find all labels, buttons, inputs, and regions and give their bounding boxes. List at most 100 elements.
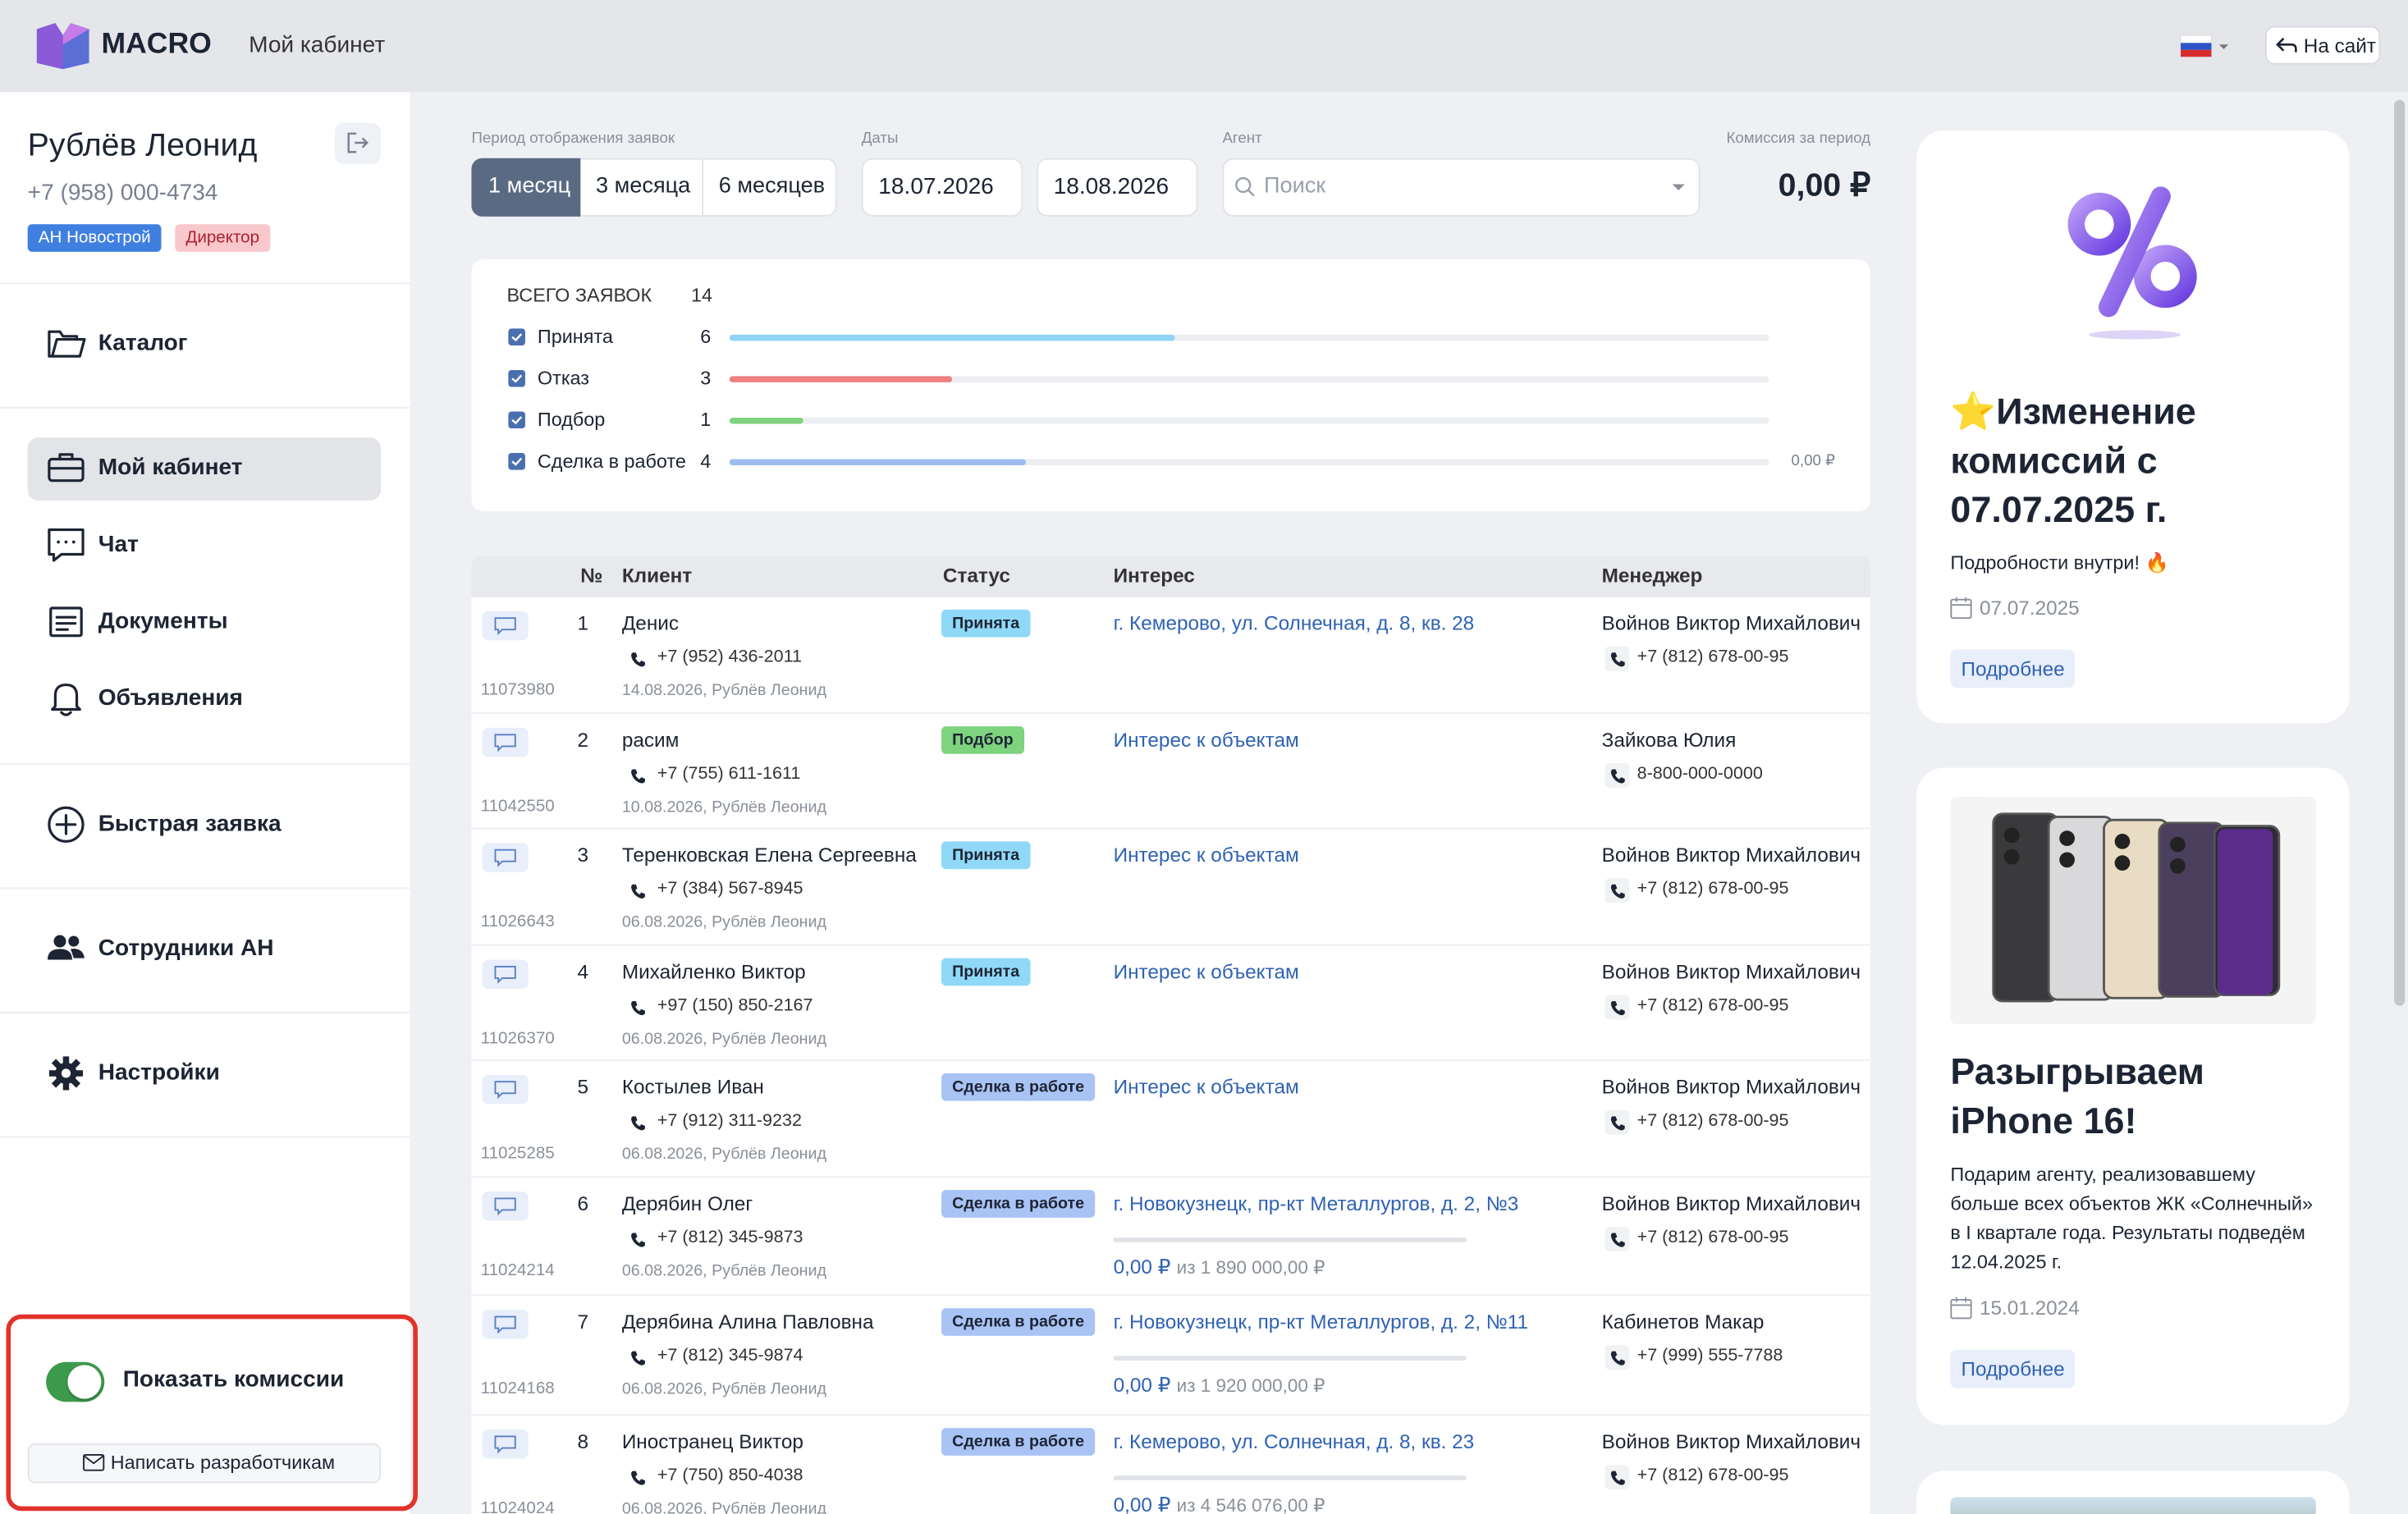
date-to: 18.08.2026: [1053, 173, 1170, 200]
period-active[interactable]: [471, 158, 581, 217]
interest-link[interactable]: Интерес к объектам: [1113, 727, 1299, 751]
chat-button[interactable]: [482, 843, 529, 872]
nav-item[interactable]: Быстрая заявка: [98, 810, 282, 837]
icon-part: [48, 457, 85, 483]
phone-icon: [631, 1116, 645, 1131]
period-option[interactable]: 3 месяца: [596, 174, 691, 199]
icon-part: [68, 935, 80, 947]
dev-button-label[interactable]: Написать разработчикам: [110, 1452, 336, 1474]
icon-part: [1610, 652, 1625, 667]
nav-item[interactable]: Мой кабинет: [98, 454, 243, 481]
icon-part: [631, 1232, 645, 1246]
manager-phone: +7 (812) 678-00-95: [1637, 1466, 1789, 1484]
nav-item[interactable]: Объявления: [98, 684, 243, 711]
chat-icon: [494, 965, 516, 983]
interest-link[interactable]: г. Новокузнецк, пр-кт Металлургов, д. 2,…: [1113, 1191, 1519, 1214]
scrollbar[interactable]: [2394, 99, 2406, 1006]
request-id: 11026370: [480, 1028, 555, 1047]
promo-button[interactable]: Подробнее: [1950, 649, 2076, 688]
chat-button[interactable]: [482, 726, 529, 757]
agent-placeholder: Поиск: [1263, 174, 1326, 199]
request-id: 11025285: [480, 1144, 555, 1164]
icon-part: [511, 333, 523, 342]
row-divider: [471, 943, 1871, 945]
icon-part: [494, 965, 516, 983]
chat-button[interactable]: [482, 1310, 529, 1339]
icon-part: [62, 23, 89, 45]
icon-part: [1610, 768, 1625, 783]
commission-label: Комиссия за период: [1726, 130, 1871, 148]
chat-button[interactable]: [482, 1074, 529, 1105]
manager-name: Войнов Виктор Михайлович: [1601, 1429, 1861, 1452]
interest-link[interactable]: г. Кемерово, ул. Солнечная, д. 8, кв. 28: [1113, 611, 1475, 635]
agent-select[interactable]: [1222, 158, 1701, 217]
promo-button[interactable]: Подробнее: [1950, 1349, 2076, 1388]
interest-link[interactable]: Интерес к объектам: [1113, 958, 1299, 982]
request-date: 06.08.2026, Рублёв Леонид: [621, 1029, 826, 1048]
checkbox[interactable]: [508, 369, 525, 387]
chat-button[interactable]: [482, 958, 529, 989]
icon-part: [494, 617, 516, 636]
nav-item[interactable]: Чат: [98, 531, 139, 558]
commission-track: [1113, 1475, 1467, 1480]
chat-button[interactable]: [482, 1429, 529, 1458]
icon-part: [48, 949, 72, 960]
icon-part: [2114, 834, 2131, 849]
checkbox[interactable]: [508, 452, 525, 470]
divider: [0, 762, 410, 765]
manager-name: Войнов Виктор Михайлович: [1601, 1191, 1861, 1214]
site-button[interactable]: [2264, 25, 2381, 65]
date-input[interactable]: [1037, 158, 1198, 217]
site-button-label[interactable]: На сайт: [2303, 34, 2377, 57]
date-input[interactable]: [861, 158, 1023, 217]
summary-bar: [729, 459, 1027, 465]
client-name: Дерябина Алина Павловна: [621, 1310, 874, 1333]
phone-icon: [1610, 1351, 1625, 1365]
icon-part: [511, 374, 523, 383]
icon-part: [1950, 1299, 1972, 1320]
checkbox[interactable]: [508, 411, 525, 429]
phone-box: [1605, 762, 1630, 787]
row-number: 1: [577, 611, 589, 635]
icon-part: [2276, 37, 2297, 53]
interest-link[interactable]: Интерес к объектам: [1113, 843, 1299, 867]
icon-part: [2059, 830, 2075, 847]
nav-item[interactable]: Настройки: [98, 1059, 220, 1086]
interest-link[interactable]: Интерес к объектам: [1113, 1075, 1299, 1099]
client-name: Теренковская Елена Сергеевна: [621, 843, 917, 867]
nav-active-bg[interactable]: [27, 437, 382, 501]
client-name: Иностранец Виктор: [621, 1429, 803, 1452]
chat-icon: [494, 1434, 516, 1453]
table-header: [471, 556, 1871, 597]
nav-item[interactable]: Документы: [98, 607, 228, 634]
brand: MACRO: [101, 28, 212, 62]
chat-button[interactable]: [482, 611, 529, 641]
summary-track: [729, 334, 1769, 341]
icon-part: [83, 1453, 105, 1471]
profile-tag: АН Новострой: [27, 224, 162, 252]
promo-title: Разыгрываем iPhone 16!: [1950, 1051, 2205, 1143]
nav-item[interactable]: Каталог: [98, 330, 188, 357]
period-option[interactable]: 1 месяц: [488, 174, 571, 199]
chat-button[interactable]: [482, 1191, 529, 1220]
commission-value: 0,00 ₽: [1778, 167, 1871, 204]
dev-button[interactable]: [27, 1443, 382, 1484]
checkbox[interactable]: [508, 328, 525, 346]
interest-link[interactable]: г. Новокузнецк, пр-кт Металлургов, д. 2,…: [1113, 1310, 1529, 1333]
interest-link[interactable]: г. Кемерово, ул. Солнечная, д. 8, кв. 23: [1113, 1429, 1475, 1452]
icon-part: [2067, 192, 2131, 256]
icon-part: [55, 615, 77, 631]
period-option[interactable]: 6 месяцев: [718, 174, 826, 199]
summary-label: Сделка в работе: [537, 451, 686, 473]
icon-part: [511, 416, 523, 425]
request-date: 10.08.2026, Рублёв Леонид: [621, 797, 826, 816]
summary-track: [729, 417, 1769, 424]
check-mark: [511, 374, 523, 383]
request-date: 06.08.2026, Рублёв Леонид: [621, 1145, 826, 1164]
icon-part: [631, 884, 645, 899]
icon-part: [1951, 597, 1971, 606]
phone-box: [1605, 994, 1630, 1019]
chat-icon: [494, 848, 516, 867]
nav-item[interactable]: Сотрудники АН: [98, 935, 274, 962]
row-number: 4: [577, 958, 589, 982]
